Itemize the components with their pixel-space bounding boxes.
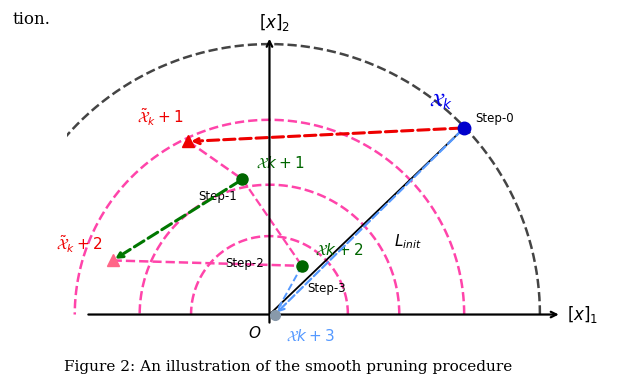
Text: $O$: $O$ xyxy=(248,325,261,342)
Text: $\tilde{\mathcal{X}}_k + 1$: $\tilde{\mathcal{X}}_k + 1$ xyxy=(136,106,183,128)
Text: Step-1: Step-1 xyxy=(198,190,237,203)
Text: $[x]_1$: $[x]_1$ xyxy=(567,304,598,325)
Text: $[x]_2$: $[x]_2$ xyxy=(259,12,291,33)
Text: $\tilde{\mathcal{X}}_k + 2$: $\tilde{\mathcal{X}}_k + 2$ xyxy=(56,233,102,255)
Text: $\mathcal{X}k + 1$: $\mathcal{X}k + 1$ xyxy=(256,156,304,171)
Text: tion.: tion. xyxy=(13,11,51,29)
Text: $\mathcal{X}_k$: $\mathcal{X}_k$ xyxy=(429,91,453,112)
Text: Step-3: Step-3 xyxy=(307,282,346,295)
Text: $\mathcal{X}k + 3$: $\mathcal{X}k + 3$ xyxy=(285,328,334,343)
Text: Figure 2: An illustration of the smooth pruning procedure: Figure 2: An illustration of the smooth … xyxy=(64,360,512,374)
Text: $L_{init}$: $L_{init}$ xyxy=(394,232,422,251)
Text: Step-0: Step-0 xyxy=(475,112,514,125)
Text: Step-2: Step-2 xyxy=(225,257,264,270)
Text: $\mathcal{X}k + 2$: $\mathcal{X}k + 2$ xyxy=(316,242,364,258)
